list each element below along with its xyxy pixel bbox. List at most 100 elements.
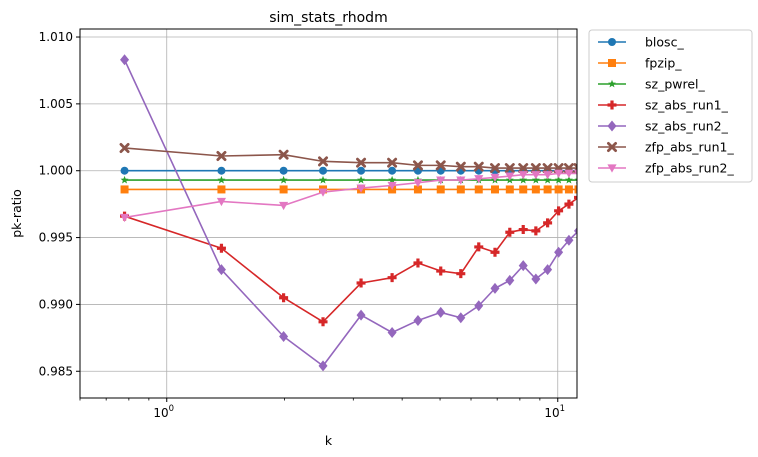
legend-marker bbox=[608, 59, 616, 67]
data-point bbox=[435, 160, 446, 171]
data-point bbox=[456, 269, 466, 279]
legend-marker bbox=[607, 100, 617, 110]
data-point bbox=[279, 185, 288, 194]
data-point bbox=[474, 242, 484, 252]
data-point bbox=[356, 278, 366, 288]
data-point bbox=[519, 175, 528, 184]
y-axis-label: pk-ratio bbox=[9, 189, 24, 238]
data-point bbox=[216, 264, 226, 276]
data-point bbox=[318, 360, 328, 372]
y-tick-label: 1.000 bbox=[39, 164, 73, 178]
legend-item: zfp_abs_run1_ bbox=[598, 140, 734, 155]
legend-box bbox=[588, 29, 753, 183]
data-point bbox=[554, 246, 564, 258]
series-sz-abs-run2 bbox=[120, 54, 577, 372]
data-point bbox=[319, 166, 328, 175]
data-point bbox=[574, 178, 577, 184]
legend-label: sz_abs_run2_ bbox=[645, 119, 729, 134]
data-point bbox=[456, 312, 466, 324]
data-point bbox=[456, 176, 466, 185]
data-point bbox=[504, 163, 515, 174]
data-point bbox=[564, 169, 574, 178]
data-point bbox=[574, 185, 577, 194]
data-point bbox=[217, 185, 226, 194]
plot-area bbox=[80, 29, 577, 398]
legend-marker bbox=[607, 120, 617, 132]
data-point bbox=[217, 166, 226, 175]
y-tick-label: 1.010 bbox=[39, 30, 73, 44]
data-point bbox=[318, 156, 329, 167]
data-point bbox=[279, 166, 288, 175]
data-point bbox=[356, 184, 366, 193]
data-point bbox=[357, 166, 366, 175]
data-point bbox=[120, 166, 129, 175]
legend-marker bbox=[608, 38, 616, 46]
legend-marker bbox=[607, 142, 617, 152]
legend-item: sz_abs_run1_ bbox=[598, 98, 729, 113]
data-point bbox=[530, 163, 541, 174]
data-point bbox=[490, 282, 500, 294]
x-tick-label: 100 bbox=[153, 404, 174, 420]
data-point bbox=[554, 175, 563, 184]
data-point bbox=[279, 293, 289, 303]
data-point bbox=[120, 54, 130, 66]
data-point bbox=[120, 185, 129, 194]
legend-marker bbox=[608, 79, 616, 88]
data-point bbox=[216, 151, 227, 162]
data-point bbox=[387, 326, 397, 338]
data-point bbox=[554, 206, 564, 216]
legend-marker bbox=[607, 164, 617, 173]
legend-item: blosc_ bbox=[598, 35, 684, 50]
data-point bbox=[474, 175, 484, 184]
data-point bbox=[505, 185, 514, 194]
legend-item: sz_abs_run2_ bbox=[598, 119, 729, 134]
data-point bbox=[455, 161, 466, 172]
data-point bbox=[216, 197, 227, 207]
data-point bbox=[216, 243, 226, 253]
data-point bbox=[518, 260, 528, 272]
data-point bbox=[531, 273, 541, 285]
legend: blosc_ fpzip_ sz_pwrel_ sz_abs_run1_ sz_abs_… bbox=[588, 29, 753, 183]
data-point bbox=[564, 234, 574, 246]
data-point bbox=[278, 201, 289, 211]
data-point bbox=[436, 306, 446, 318]
legend-item: fpzip_ bbox=[598, 56, 682, 71]
data-point bbox=[387, 181, 397, 191]
legend-item: sz_pwrel_ bbox=[598, 77, 706, 92]
data-point bbox=[278, 149, 289, 160]
data-point bbox=[505, 227, 515, 237]
series-zfp-abs-run2 bbox=[119, 169, 577, 223]
data-point bbox=[436, 266, 446, 276]
data-point bbox=[542, 163, 553, 174]
data-point bbox=[574, 192, 577, 202]
legend-label: fpzip_ bbox=[645, 56, 682, 71]
data-point bbox=[554, 185, 563, 194]
data-point bbox=[436, 185, 445, 194]
data-point bbox=[543, 264, 553, 276]
data-point bbox=[518, 225, 528, 235]
data-point bbox=[490, 185, 499, 194]
data-point bbox=[119, 213, 130, 223]
y-tick-label: 0.995 bbox=[39, 231, 73, 245]
data-point bbox=[279, 175, 288, 184]
data-point bbox=[490, 173, 500, 183]
data-point bbox=[531, 226, 541, 236]
data-point bbox=[318, 188, 328, 197]
data-point bbox=[519, 185, 528, 194]
data-point bbox=[120, 175, 129, 184]
data-point bbox=[564, 175, 573, 184]
legend-label: sz_abs_run1_ bbox=[645, 98, 729, 113]
y-tick-label: 0.985 bbox=[39, 364, 73, 378]
data-point bbox=[473, 161, 484, 172]
data-point bbox=[564, 185, 573, 194]
plot-frame bbox=[79, 28, 578, 399]
series-line bbox=[124, 197, 577, 323]
chart-title: sim_stats_rhodm bbox=[269, 10, 387, 26]
data-point bbox=[531, 185, 540, 194]
data-point bbox=[505, 172, 515, 181]
legend-label: zfp_abs_run1_ bbox=[645, 140, 734, 155]
data-point bbox=[456, 185, 465, 194]
x-axis-label: k bbox=[325, 433, 333, 448]
